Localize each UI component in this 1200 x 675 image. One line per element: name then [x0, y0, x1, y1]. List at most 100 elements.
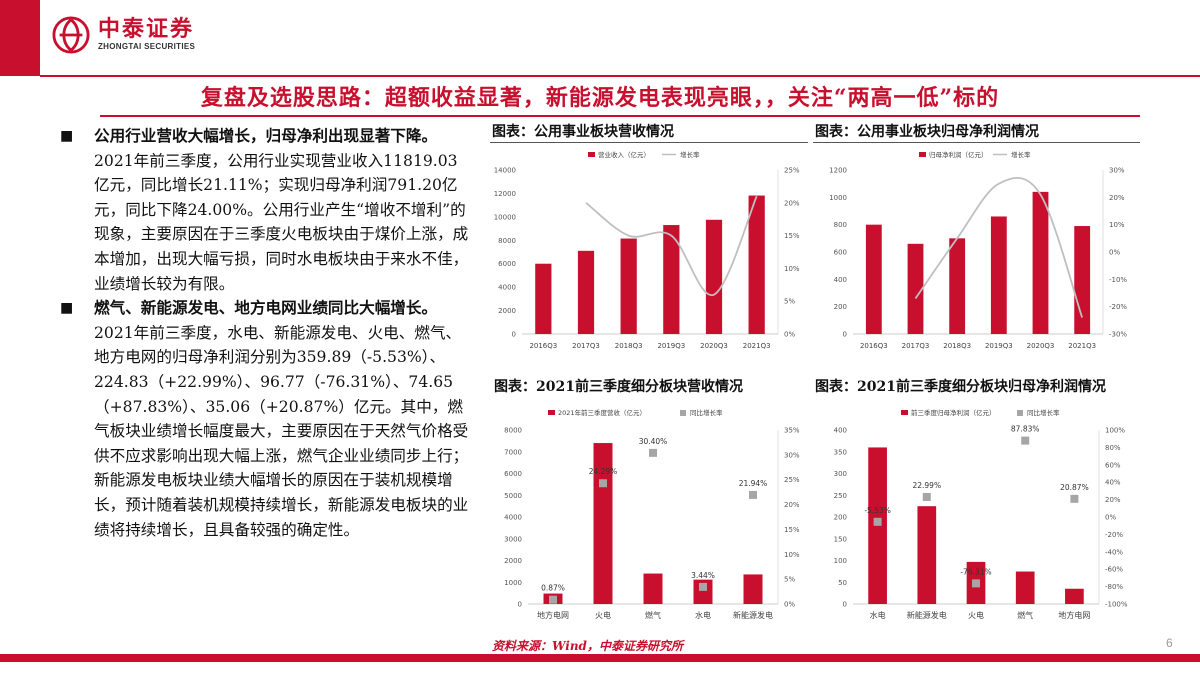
y2-tick-label: 5%: [784, 298, 795, 306]
growth-rate-label: 30.40%: [639, 437, 668, 446]
growth-rate-marker: [699, 582, 707, 591]
y-tick-label: 200: [834, 514, 847, 522]
logo-chinese-name: 中泰证券: [98, 17, 195, 42]
y-tick-label: 8000: [498, 237, 516, 245]
growth-rate-marker: [873, 517, 882, 526]
growth-rate-label: 21.94%: [739, 479, 768, 488]
growth-rate-label: 22.99%: [912, 481, 941, 490]
growth-rate-marker: [1021, 436, 1030, 445]
y2-tick-label: 0%: [1109, 249, 1120, 257]
y-tick-label: 1000: [504, 579, 522, 587]
growth-rate-marker: [922, 492, 931, 501]
chart-bar: [577, 250, 595, 334]
growth-rate-label: 24.29%: [589, 467, 618, 476]
chart-4-title: 图表：2021前三季度细分板块归母净利润情况: [815, 379, 1106, 395]
y2-tick-label: 0%: [784, 331, 795, 339]
company-logo: 中泰证券 ZHONGTAI SECURITIES: [52, 10, 195, 60]
chart-segment-net-profit: 前三季度归母净利润（亿元） 同比增长率 0 50 100 150 200 250 300 350 4…: [834, 408, 1128, 620]
chart-bar: [1065, 588, 1084, 604]
y2-tick-label: 60%: [1105, 461, 1121, 469]
chart-bar: [643, 573, 663, 604]
y-tick-label: 5000: [504, 492, 522, 500]
y2-tick-label: -60%: [1105, 566, 1123, 574]
y2-tick-label: 15%: [784, 526, 800, 534]
legend-bar-label: 前三季度归母净利润（亿元）: [911, 408, 996, 417]
y-tick-label: 50: [838, 579, 847, 587]
bullet-item-1: ■ 公用行业营收大幅增长，归母净利出现显著下降。 2021年前三季度，公用行业实现…: [60, 124, 472, 296]
x-category-label: 水电: [695, 610, 711, 620]
header-rule: [40, 75, 1200, 77]
bullet-item-2: ■ 燃气、新能源发电、地方电网业绩同比大幅增长。 2021年前三季度，水电、新能源…: [60, 296, 472, 542]
zhongtai-logo-icon: [52, 16, 90, 54]
x-category-label: 燃气: [1017, 610, 1033, 620]
y-tick-label: 6000: [498, 260, 516, 268]
x-category-label: 2021Q3: [743, 342, 771, 350]
growth-rate-label: 3.44%: [691, 571, 715, 580]
legend-marker-label: 同比增长率: [1027, 408, 1060, 417]
chart-bar: [693, 579, 713, 604]
y-tick-label: 7000: [504, 448, 522, 456]
title-rule: [100, 115, 1140, 117]
y2-tick-label: 15%: [784, 232, 800, 240]
growth-rate-marker: [972, 579, 980, 588]
y2-tick-label: 20%: [1109, 194, 1125, 202]
y-tick-label: 300: [834, 470, 847, 478]
legend-bar-label: 归母净利润（亿元）: [929, 150, 988, 159]
legend-bar-label: 营业收入（亿元）: [598, 150, 650, 159]
legend-bar-swatch: [588, 152, 595, 157]
legend-bar-swatch: [901, 410, 908, 415]
footer-rule: [0, 654, 1200, 662]
y-tick-label: 350: [834, 448, 847, 456]
chart-bar: [917, 506, 937, 604]
x-category-label: 2020Q3: [700, 342, 728, 350]
bullet-square-icon: ■: [60, 300, 74, 317]
y-tick-label: 2000: [498, 307, 516, 315]
x-category-label: 2017Q3: [572, 342, 600, 350]
logo-english-name: ZHONGTAI SECURITIES: [98, 42, 196, 51]
y2-tick-label: 40%: [1105, 479, 1121, 487]
x-category-label: 火电: [968, 610, 984, 620]
y2-tick-label: 100%: [1105, 427, 1125, 435]
chart-1-title-rule: [490, 142, 808, 143]
x-category-label: 燃气: [645, 610, 661, 620]
y-tick-label: 0: [843, 601, 847, 609]
growth-rate-marker: [1070, 494, 1079, 503]
chart-bar: [907, 243, 924, 334]
y-tick-label: 0: [518, 601, 522, 609]
y-tick-label: 12000: [494, 190, 516, 198]
header-accent-bar: [0, 0, 40, 76]
y-tick-label: 4000: [498, 284, 516, 292]
bullet-2-headline: 燃气、新能源发电、地方电网业绩同比大幅增长。: [94, 298, 438, 318]
x-category-label: 新能源发电: [907, 610, 947, 620]
y2-tick-label: -10%: [1109, 276, 1127, 284]
y-tick-label: 400: [834, 276, 847, 284]
y2-tick-label: -20%: [1105, 531, 1123, 539]
chart-bar: [990, 216, 1007, 334]
chart-revenue: 营业收入（亿元） 增长率 0 2000 4000 6000 8000 10000 12000 14…: [494, 150, 800, 350]
y2-tick-label: 10%: [1109, 221, 1125, 229]
y-tick-label: 0: [512, 331, 516, 339]
y2-tick-label: -40%: [1105, 548, 1123, 556]
growth-rate-marker: [749, 490, 757, 499]
chart-bar: [1074, 226, 1091, 334]
chart-bar: [743, 574, 763, 604]
chart-bar: [949, 238, 966, 334]
x-category-label: 2016Q3: [529, 342, 557, 350]
chart-2-title: 图表：公用事业板块归母净利润情况: [815, 124, 1039, 140]
y-tick-label: 14000: [494, 167, 516, 175]
y2-tick-label: -30%: [1109, 331, 1127, 339]
chart-bar: [535, 263, 552, 334]
y2-tick-label: 10%: [784, 551, 800, 559]
x-category-label: 地方电网: [537, 610, 569, 620]
chart-net-profit: 归母净利润（亿元） 增长率 0 200 400 600 800 1000 1200 -30% -20…: [829, 150, 1127, 350]
y2-tick-label: 0%: [784, 601, 795, 609]
x-category-label: 2017Q3: [902, 342, 930, 350]
chart-bar: [1032, 191, 1049, 334]
chart-bar: [1015, 571, 1035, 604]
growth-rate-line: [914, 177, 1084, 318]
y2-tick-label: 25%: [784, 167, 800, 175]
legend-marker-swatch: [1017, 410, 1023, 416]
y2-tick-label: 10%: [784, 265, 800, 273]
chart-1-title: 图表：公用事业板块营收情况: [492, 124, 674, 140]
y-tick-label: 1200: [829, 167, 847, 175]
